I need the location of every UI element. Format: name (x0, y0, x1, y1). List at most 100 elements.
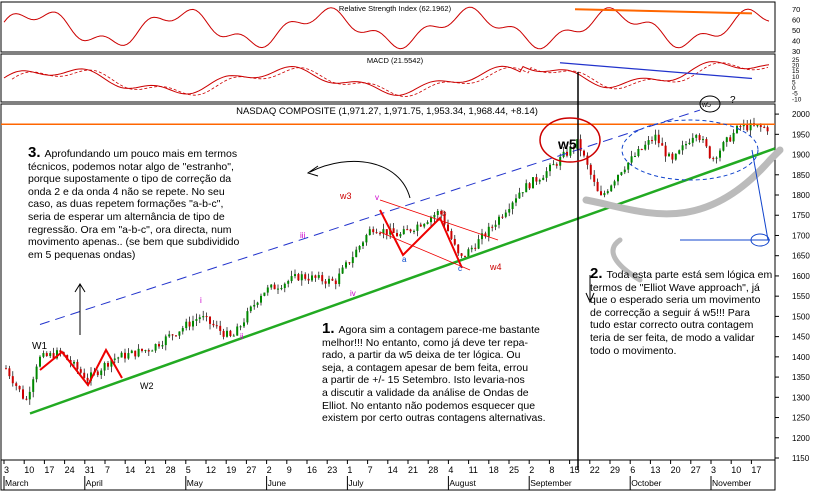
candle-body (515, 198, 517, 203)
candle-body (664, 145, 667, 157)
candle-body (535, 177, 538, 182)
price-tick-label: 1750 (792, 211, 810, 220)
rsi-tick-label: 50 (792, 26, 800, 35)
candle-body (433, 214, 436, 218)
date-tick-label: 13 (650, 465, 660, 475)
price-tick-label: 1400 (792, 353, 810, 362)
annotation-3: 3. Aprofundando um pouco mais em termos t… (28, 145, 290, 261)
candle-body (627, 162, 630, 170)
date-tick-label: 4 (448, 465, 453, 475)
candle-body (178, 331, 181, 336)
rsi-panel (0, 1, 776, 53)
upper-channel-line (39, 109, 701, 325)
candle-body (419, 224, 422, 227)
candle-body (613, 181, 616, 186)
candle-body (552, 164, 555, 166)
price-tick-label: 1700 (792, 231, 810, 240)
wave-label: w3 (339, 191, 352, 201)
candle-body (375, 232, 378, 234)
candle-body (681, 145, 684, 151)
rsi-tick-label: 70 (792, 5, 800, 14)
date-tick-labels: 3 10 17 24 31 7 14 21 28 5 12 19 27 2 9 16 23 1 7 14 21 28 4 11… (3, 460, 761, 475)
pointer-arrow-down (585, 275, 595, 304)
price-tick-label: 1650 (792, 252, 810, 261)
date-tick-label: 7 (368, 465, 373, 475)
candle-body (722, 142, 725, 151)
wave-label: ii (240, 332, 244, 341)
annotation-1-text: Agora sim a contagem parece-me bastante … (322, 324, 546, 425)
wave-label: i (200, 296, 202, 305)
candle-body (362, 242, 364, 247)
candle-body (589, 164, 592, 175)
price-tick-label: 1250 (792, 414, 810, 423)
price-tick-label: 2000 (792, 110, 810, 119)
date-tick-label: 5 (186, 465, 191, 475)
candle-body (396, 232, 398, 237)
candle-body (164, 336, 167, 346)
candle-body (297, 274, 300, 281)
macd-title: MACD (21.5542) (367, 56, 424, 65)
price-tick-label: 1600 (792, 272, 810, 281)
candle-body (120, 352, 123, 358)
candle-body (5, 368, 7, 370)
candle-body (351, 257, 354, 264)
candle-body (341, 267, 344, 274)
candle-body (253, 304, 256, 307)
w5-circle (539, 117, 601, 163)
candle-body (759, 125, 762, 127)
candle-body (460, 253, 463, 256)
candle-body (18, 385, 21, 390)
date-tick-label: 20 (671, 465, 681, 475)
price-title: NASDAQ COMPOSITE (1,971.27, 1,971.75, 1,… (236, 106, 538, 117)
candle-body (358, 246, 361, 250)
candle-body (273, 284, 276, 290)
macd-tick-label: 20 (792, 63, 800, 70)
candle-body (239, 326, 242, 328)
candle-body (617, 174, 619, 182)
candle-body (691, 137, 694, 143)
candle-body (154, 344, 157, 351)
wave-label: v (375, 193, 379, 202)
candle-body (430, 217, 432, 223)
price-tick-label: 1300 (792, 393, 810, 402)
date-tick-label: 19 (226, 465, 236, 475)
wave-4-abc-zigzag (379, 209, 463, 269)
candle-body (334, 280, 337, 285)
candle-body (188, 321, 191, 327)
candle-body (606, 191, 609, 194)
wave-label: a (402, 255, 407, 264)
date-tick-label: 17 (751, 465, 761, 475)
candle-body (215, 325, 218, 327)
candle-body (365, 235, 368, 243)
candle-body (28, 391, 31, 400)
candle-body (725, 137, 728, 143)
annotation-2: 2. Toda esta parte está sem lógica em ter… (590, 266, 778, 357)
candle-body (749, 123, 752, 131)
month-label: April (86, 478, 103, 488)
candle-body (685, 144, 687, 146)
date-tick-label: 28 (166, 465, 176, 475)
candle-body (86, 377, 89, 381)
date-tick-label: 14 (125, 465, 135, 475)
wave-label: W2 (140, 381, 154, 391)
date-tick-label: 22 (590, 465, 600, 475)
date-tick-label: 9 (287, 465, 292, 475)
candle-body (280, 288, 283, 290)
candle-body (185, 321, 188, 329)
candle-body (195, 319, 198, 321)
month-label: July (348, 478, 364, 488)
candle-body (705, 139, 708, 147)
price-tick-label: 1950 (792, 130, 810, 139)
candle-body (668, 153, 670, 157)
macd-line (3, 61, 770, 96)
candle-body (266, 287, 269, 293)
annotation-1-number: 1. (322, 320, 335, 337)
candle-body (56, 350, 58, 359)
wave-label: w5 (701, 102, 711, 109)
date-tick-label: 7 (105, 465, 110, 475)
candle-body (249, 306, 252, 312)
projection-target-circle (750, 233, 770, 247)
month-label: October (631, 478, 661, 488)
candle-body (314, 275, 317, 278)
